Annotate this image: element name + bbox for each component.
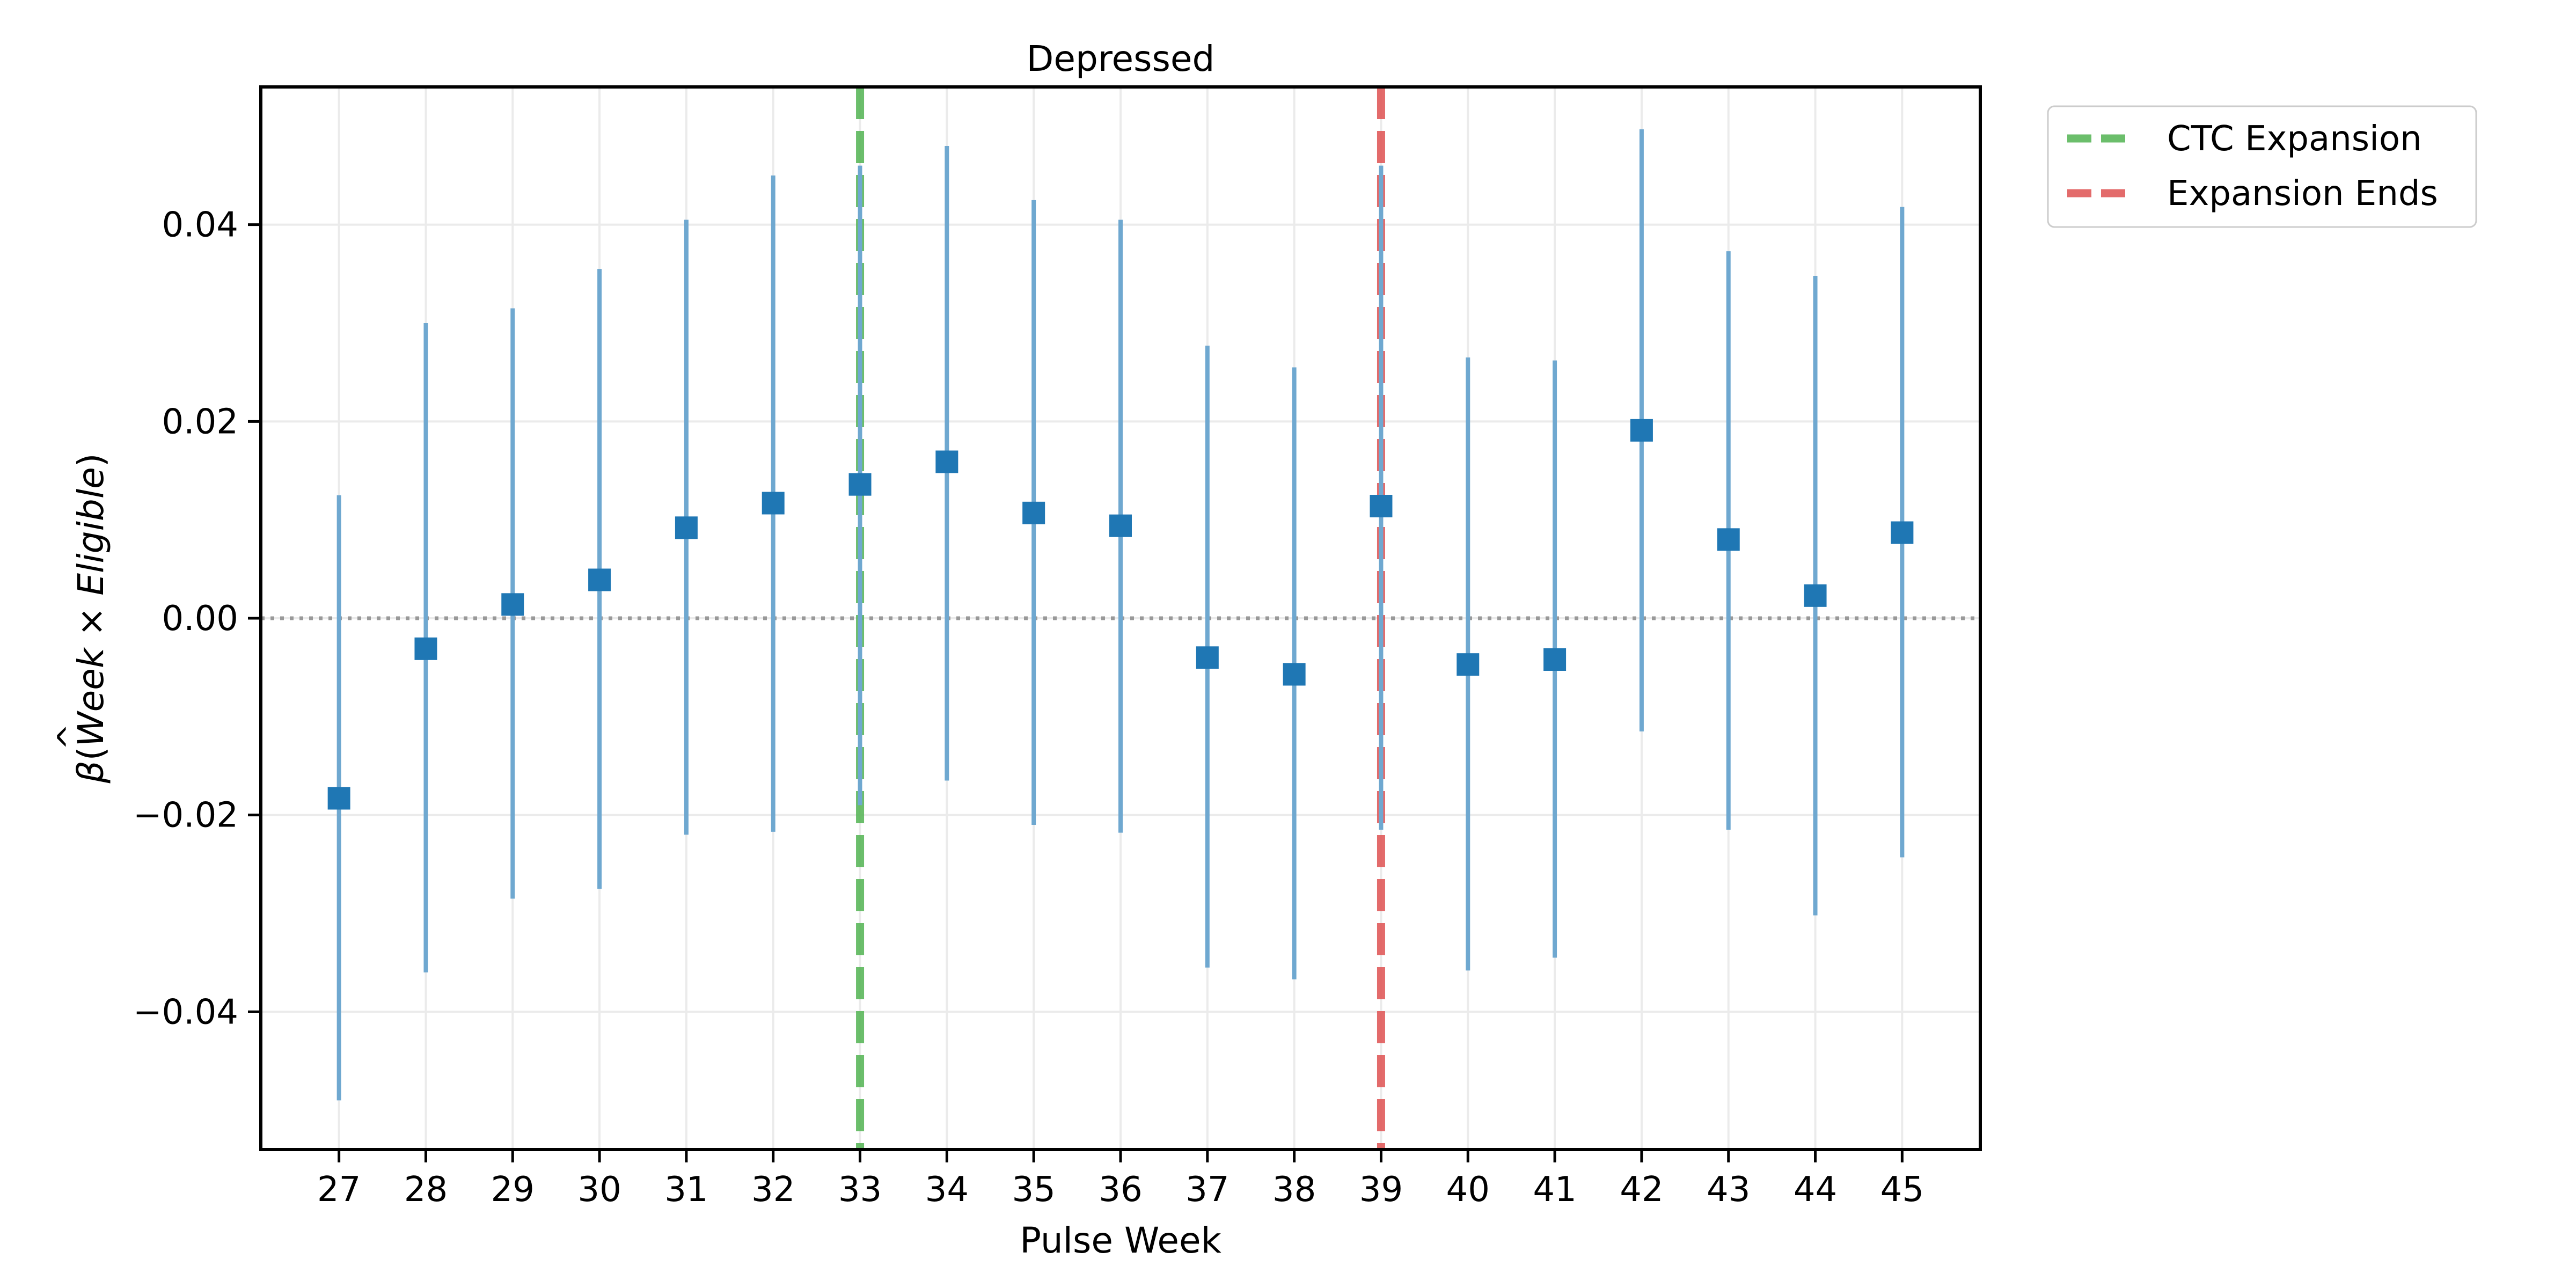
x-ticks-layer: 27 28 29 30 31 32 33 34 35 36 37 38 39 40 41 42 43 44 45: [317, 1150, 1924, 1210]
legend-label-expansion-ends: Expansion Ends: [2167, 174, 2438, 214]
x-tick-label: 44: [1794, 1170, 1837, 1210]
x-axis-label: Pulse Week: [1020, 1220, 1221, 1261]
legend-frame: [2047, 105, 2477, 228]
data-point: [1630, 419, 1653, 442]
y-axis-label-hat: ^: [51, 723, 89, 750]
y-tick-label: 0.00: [162, 599, 239, 639]
y-tick-label: −0.02: [133, 796, 238, 836]
x-tick-label: 38: [1272, 1170, 1316, 1210]
data-point: [327, 787, 350, 810]
y-axis-label-close: ): [70, 453, 112, 467]
data-point: [1196, 646, 1219, 669]
data-point: [501, 593, 524, 616]
x-tick-label: 30: [577, 1170, 621, 1210]
y-axis-label-group: β(Week × Eligible) ^: [51, 453, 112, 784]
marker-layer: [327, 419, 1914, 810]
data-point: [1370, 495, 1393, 517]
x-tick-label: 29: [491, 1170, 535, 1210]
x-tick-label: 45: [1880, 1170, 1924, 1210]
data-point: [1891, 521, 1914, 544]
y-axis-label-open: (: [70, 747, 112, 761]
y-axis-label-beta: β: [70, 760, 112, 784]
legend: CTC Expansion Expansion Ends: [2047, 105, 2477, 228]
y-ticks-layer: −0.04 −0.02 0.00 0.02 0.04: [133, 206, 261, 1032]
y-axis-label-times: ×: [70, 596, 112, 648]
x-tick-label: 40: [1446, 1170, 1490, 1210]
x-tick-label: 43: [1707, 1170, 1750, 1210]
y-axis-label-week: Week: [70, 646, 112, 747]
x-tick-label: 32: [751, 1170, 795, 1210]
data-point: [1022, 501, 1045, 524]
data-point: [935, 450, 958, 473]
data-point: [1804, 584, 1827, 607]
data-point: [1717, 528, 1740, 551]
data-point: [1109, 514, 1132, 537]
x-tick-label: 27: [317, 1170, 361, 1210]
data-point: [762, 492, 785, 515]
y-tick-label: 0.02: [162, 402, 239, 442]
data-point: [848, 473, 872, 496]
x-tick-label: 35: [1012, 1170, 1055, 1210]
legend-label-ctc-expansion: CTC Expansion: [2167, 119, 2422, 159]
x-tick-label: 36: [1099, 1170, 1142, 1210]
y-axis-label: β(Week × Eligible): [70, 453, 112, 784]
y-tick-label: −0.04: [133, 992, 238, 1032]
data-point: [1283, 663, 1306, 686]
x-tick-label: 39: [1359, 1170, 1403, 1210]
data-point: [414, 637, 437, 660]
x-tick-label: 42: [1620, 1170, 1663, 1210]
data-point: [675, 516, 698, 539]
data-point: [1457, 653, 1480, 676]
x-tick-label: 33: [838, 1170, 882, 1210]
data-point: [1543, 648, 1567, 671]
x-tick-label: 37: [1185, 1170, 1229, 1210]
y-tick-label: 0.04: [162, 206, 239, 245]
x-tick-label: 34: [925, 1170, 969, 1210]
data-point: [588, 568, 611, 591]
x-tick-label: 41: [1533, 1170, 1576, 1210]
x-tick-label: 28: [404, 1170, 448, 1210]
x-tick-label: 31: [664, 1170, 708, 1210]
y-axis-label-eligible: Eligible: [70, 467, 112, 595]
chart-title: Depressed: [1027, 38, 1215, 79]
